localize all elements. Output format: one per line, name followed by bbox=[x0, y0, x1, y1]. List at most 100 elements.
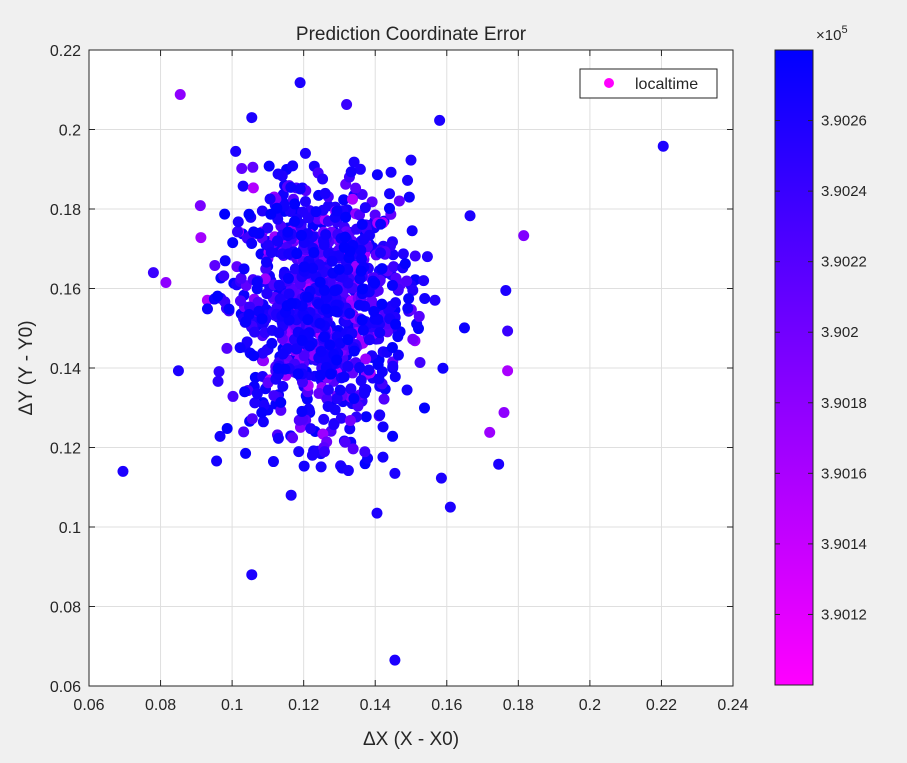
scatter-point bbox=[444, 501, 456, 513]
scatter-point bbox=[283, 248, 295, 260]
scatter-point bbox=[418, 275, 430, 287]
scatter-point bbox=[223, 303, 235, 315]
scatter-point bbox=[518, 230, 530, 242]
scatter-point bbox=[238, 263, 250, 275]
scatter-point bbox=[346, 193, 358, 205]
scatter-point bbox=[251, 388, 263, 400]
scatter-point bbox=[407, 333, 419, 345]
scatter-point bbox=[310, 206, 322, 218]
scatter-point bbox=[348, 392, 360, 404]
scatter-point bbox=[264, 193, 276, 205]
x-axis-label: ΔX (X - X0) bbox=[363, 729, 459, 750]
scatter-point bbox=[306, 449, 318, 461]
scatter-point bbox=[342, 263, 354, 275]
scatter-point bbox=[318, 239, 330, 251]
scatter-point bbox=[390, 318, 402, 330]
scatter-point bbox=[195, 232, 207, 244]
scatter-point bbox=[371, 169, 383, 181]
scatter-point bbox=[262, 222, 274, 234]
scatter-point bbox=[434, 114, 446, 126]
scatter-point bbox=[289, 215, 301, 227]
scatter-point bbox=[318, 413, 330, 425]
scatter-point bbox=[342, 360, 354, 372]
scatter-point bbox=[322, 384, 334, 396]
x-tick-label: 0.08 bbox=[145, 697, 176, 714]
scatter-point bbox=[322, 400, 334, 412]
y-tick-label: 0.18 bbox=[50, 202, 81, 219]
scatter-point bbox=[275, 404, 287, 416]
scatter-point bbox=[218, 270, 230, 282]
scatter-point bbox=[405, 154, 417, 166]
legend-entry-localtime: localtime bbox=[635, 76, 698, 93]
scatter-point bbox=[246, 569, 258, 581]
scatter-point bbox=[372, 358, 384, 370]
scatter-point bbox=[252, 296, 264, 308]
scatter-point bbox=[315, 369, 327, 381]
scatter-point bbox=[386, 341, 398, 353]
scatter-point bbox=[368, 305, 380, 317]
scatter-point bbox=[282, 272, 294, 284]
legend[interactable]: localtime bbox=[579, 68, 718, 99]
scatter-point bbox=[437, 362, 449, 374]
scatter-point bbox=[293, 446, 305, 458]
scatter-point bbox=[266, 337, 278, 349]
scatter-point bbox=[320, 229, 332, 241]
scatter-point bbox=[338, 194, 350, 206]
scatter-point bbox=[339, 231, 351, 243]
scatter-point bbox=[376, 298, 388, 310]
scatter-point bbox=[389, 467, 401, 479]
scatter-point bbox=[386, 279, 398, 291]
scatter-point bbox=[291, 343, 303, 355]
scatter-point bbox=[331, 393, 343, 405]
scatter-point bbox=[174, 89, 186, 101]
scatter-point bbox=[294, 77, 306, 89]
scatter-point bbox=[285, 181, 297, 193]
scatter-point bbox=[219, 208, 231, 220]
scatter-point bbox=[359, 446, 371, 458]
scatter-point bbox=[247, 161, 259, 173]
y-tick-label: 0.12 bbox=[50, 441, 81, 458]
scatter-point bbox=[397, 248, 409, 260]
y-tick-label: 0.08 bbox=[50, 600, 81, 617]
scatter-point bbox=[348, 345, 360, 357]
scatter-point bbox=[345, 383, 357, 395]
x-tick-label: 0.22 bbox=[646, 697, 677, 714]
scatter-point bbox=[296, 405, 308, 417]
scatter-point bbox=[277, 380, 289, 392]
scatter-point bbox=[212, 375, 224, 387]
x-tick-label: 0.14 bbox=[360, 697, 391, 714]
scatter-point bbox=[384, 188, 396, 200]
scatter-point bbox=[267, 456, 279, 468]
scatter-point bbox=[214, 430, 226, 442]
y-tick-label: 0.1 bbox=[59, 520, 81, 537]
scatter-point bbox=[201, 303, 213, 315]
scatter-point bbox=[248, 350, 260, 362]
scatter-point bbox=[344, 307, 356, 319]
scatter-point bbox=[355, 265, 367, 277]
scatter-point bbox=[360, 353, 372, 365]
scatter-point bbox=[369, 277, 381, 289]
scatter-point bbox=[402, 174, 414, 186]
scatter-point bbox=[355, 253, 367, 265]
scatter-point bbox=[273, 279, 285, 291]
scatter-point bbox=[359, 387, 371, 399]
scatter-point bbox=[265, 246, 277, 258]
scatter-point bbox=[160, 277, 172, 289]
scatter-point bbox=[297, 376, 309, 388]
scatter-point bbox=[338, 241, 350, 253]
colorbar-tick-label: 3.9022 bbox=[821, 254, 867, 271]
scatter-point bbox=[308, 246, 320, 258]
scatter-point bbox=[298, 350, 310, 362]
scatter-point bbox=[354, 163, 366, 175]
scatter-point bbox=[419, 293, 431, 305]
scatter-point bbox=[354, 362, 366, 374]
scatter-point bbox=[315, 345, 327, 357]
scatter-point bbox=[401, 275, 413, 287]
scatter-point bbox=[240, 316, 252, 328]
scatter-point bbox=[387, 430, 399, 442]
scatter-point bbox=[236, 162, 248, 174]
scatter-point bbox=[331, 354, 343, 366]
scatter-point bbox=[333, 263, 345, 275]
x-tick-label: 0.12 bbox=[288, 697, 319, 714]
scatter-point bbox=[274, 293, 286, 305]
